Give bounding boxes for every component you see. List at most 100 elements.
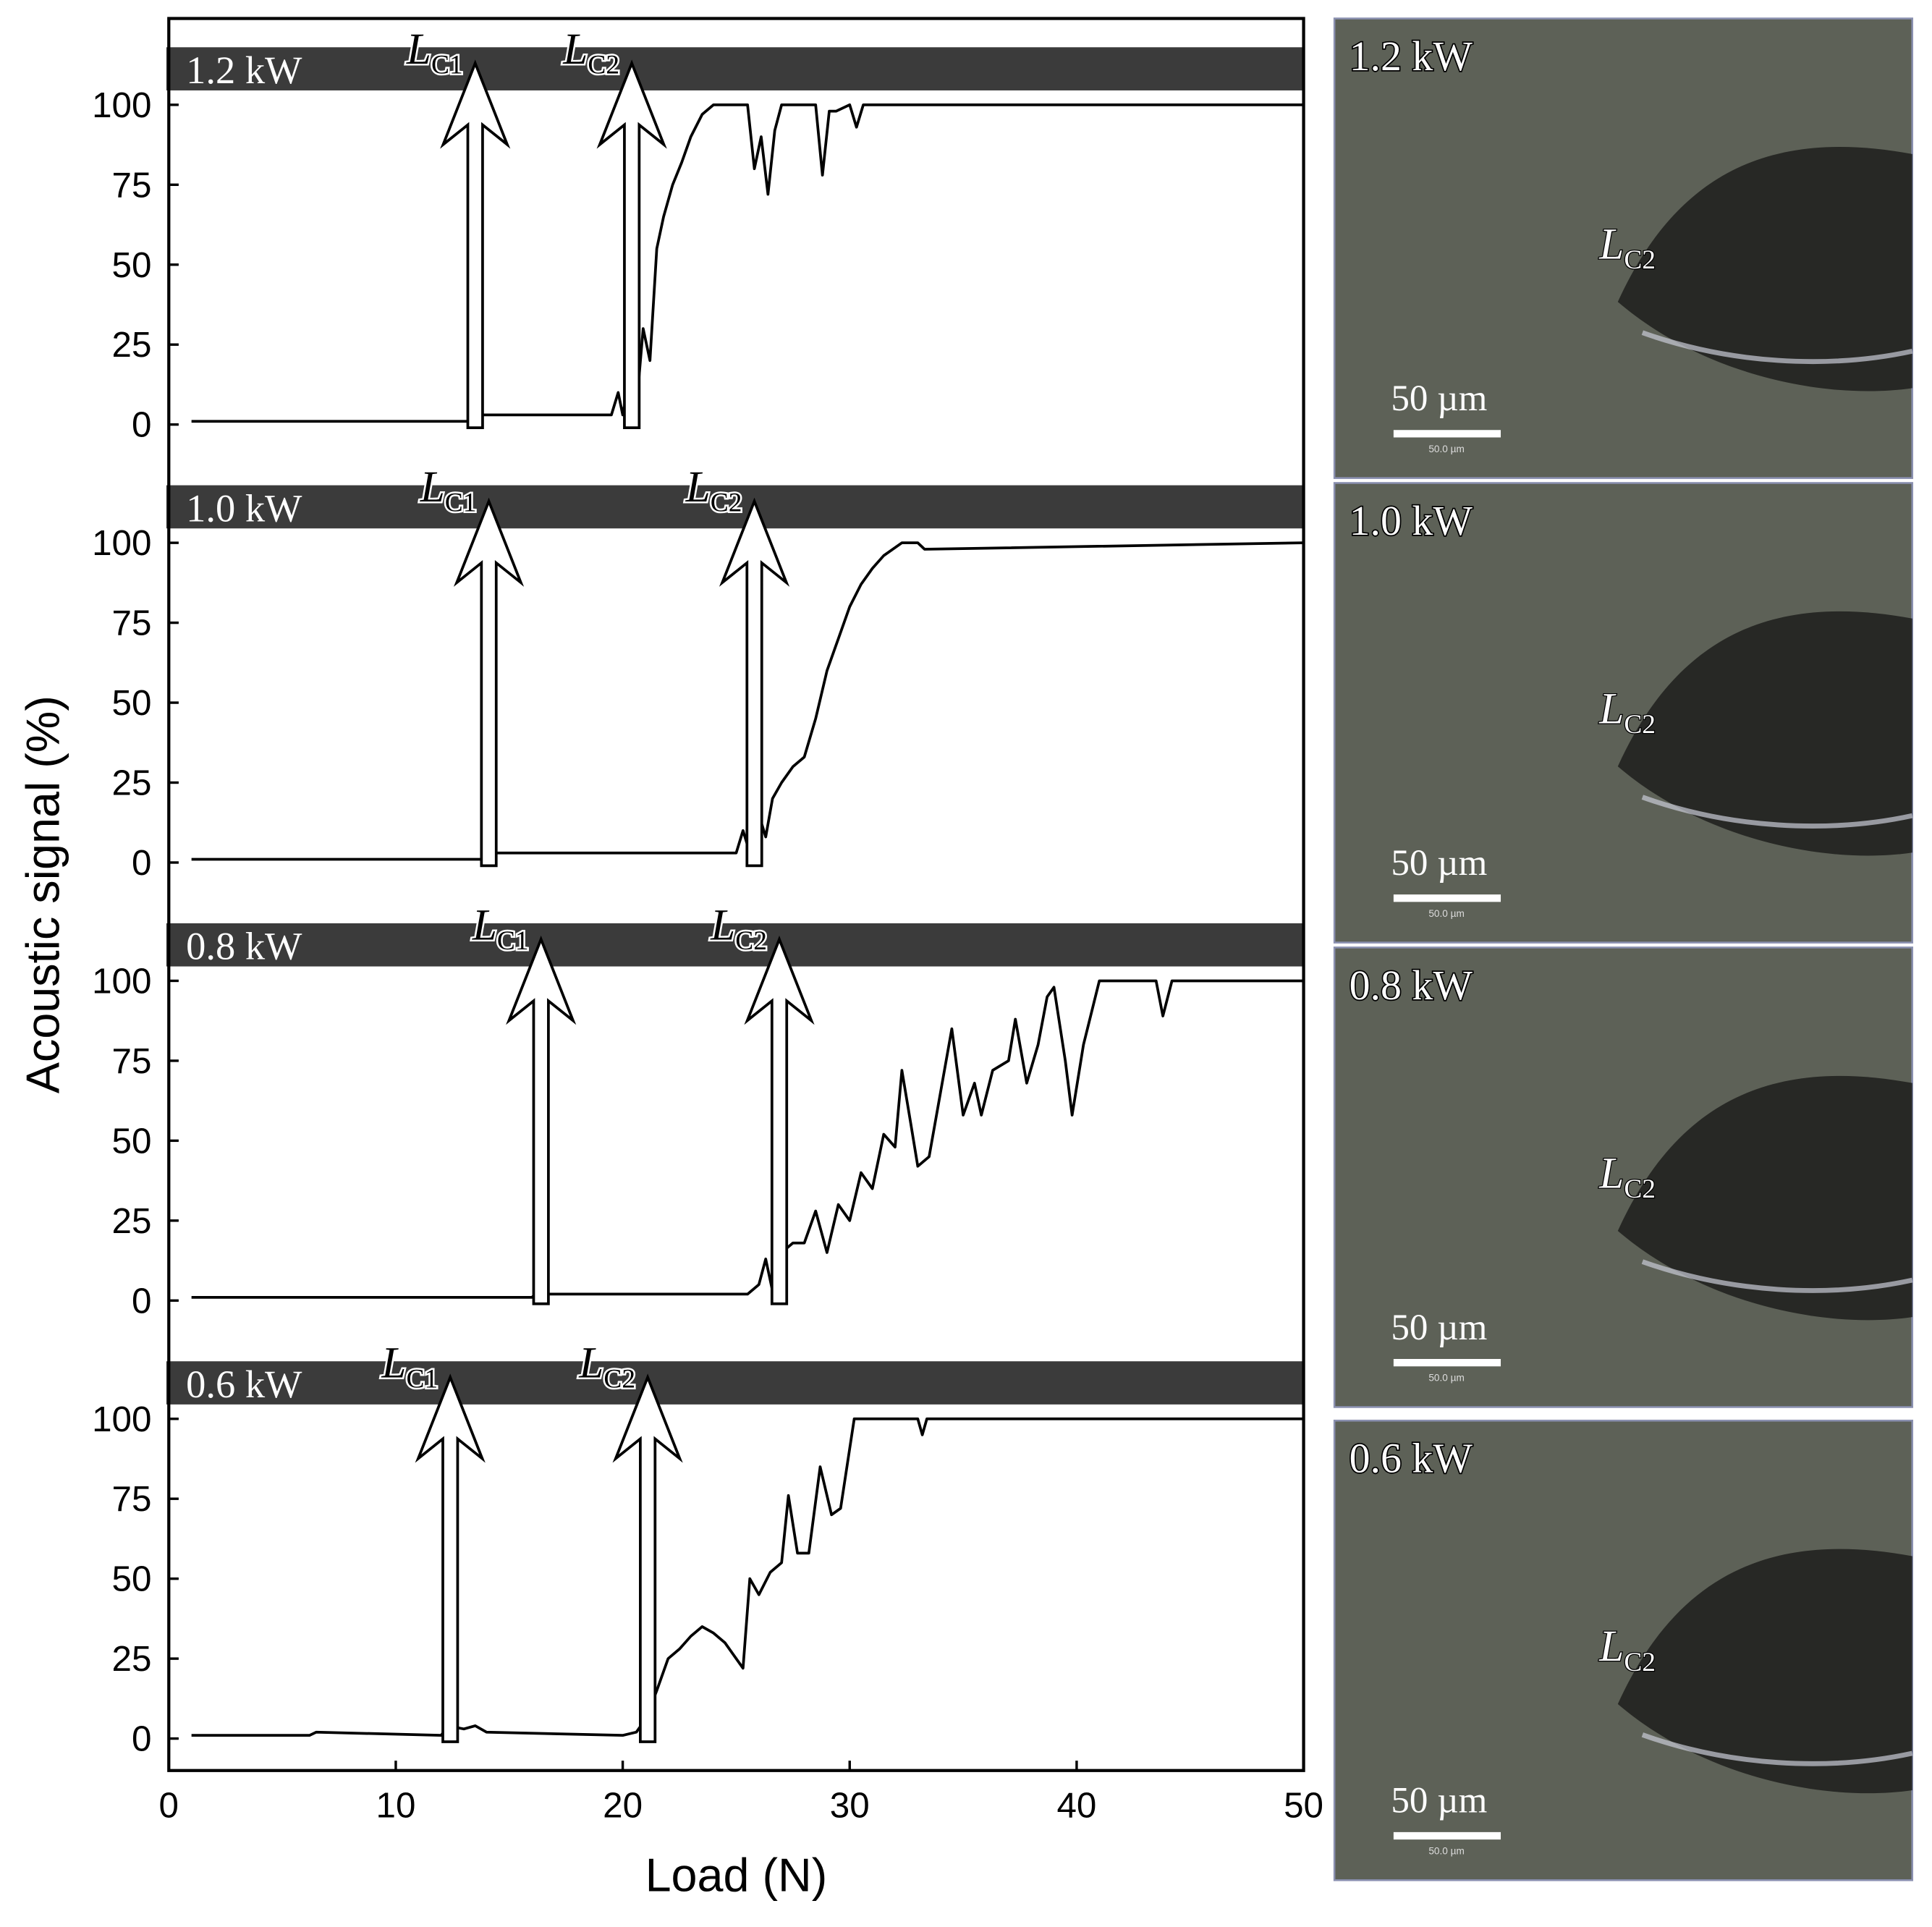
scratch-edge bbox=[1641, 330, 1913, 364]
label-main: L bbox=[578, 1339, 603, 1388]
label-subscript: C1 bbox=[431, 50, 463, 80]
y-tick-label: 100 bbox=[92, 1399, 151, 1439]
label-main: L bbox=[1598, 1148, 1624, 1198]
scale-bar-label: 50 µm bbox=[1391, 1780, 1487, 1821]
micrograph-marker: LC2 bbox=[1598, 220, 1656, 276]
critical-load-label: LC2 bbox=[685, 462, 742, 518]
label-subscript: C2 bbox=[588, 50, 619, 80]
x-tick-label: 30 bbox=[830, 1785, 870, 1825]
y-tick-label: 75 bbox=[112, 603, 152, 643]
critical-load-arrow bbox=[744, 935, 815, 1305]
scratch-edge bbox=[1641, 795, 1913, 829]
x-tick-label: 50 bbox=[1284, 1785, 1323, 1825]
scale-bar-label: 50 µm bbox=[1391, 1307, 1487, 1348]
scratch-damage bbox=[1617, 146, 1912, 391]
scale-bar-label: 50 µm bbox=[1391, 378, 1487, 419]
label-main: L bbox=[710, 900, 735, 949]
signal-line bbox=[191, 541, 1304, 861]
label-main: L bbox=[685, 462, 711, 512]
label-main: L bbox=[472, 900, 497, 949]
critical-load-label: LC2 bbox=[578, 1339, 635, 1394]
label-subscript: C1 bbox=[497, 926, 529, 956]
scratch-edge bbox=[1641, 1732, 1913, 1766]
scratch-track bbox=[166, 1361, 1304, 1405]
x-axis-label: Load (N) bbox=[645, 1849, 828, 1902]
y-tick-label: 0 bbox=[132, 843, 151, 883]
panel-label: 0.8 kW bbox=[186, 924, 302, 968]
y-axis-label: Acoustic signal (%) bbox=[17, 695, 69, 1093]
plot-frame bbox=[167, 17, 1305, 1772]
critical-load-arrow bbox=[453, 497, 525, 868]
y-tick-label: 0 bbox=[132, 1719, 151, 1759]
micrograph-label: 1.0 kW bbox=[1350, 497, 1473, 544]
y-tick-label: 50 bbox=[112, 683, 152, 723]
critical-load-label: LC2 bbox=[562, 25, 619, 80]
label-main: L bbox=[420, 462, 445, 512]
y-tick-label: 0 bbox=[132, 405, 151, 445]
y-tick-label: 75 bbox=[112, 165, 152, 205]
critical-load-arrow bbox=[719, 497, 790, 868]
x-tick-label: 40 bbox=[1056, 1785, 1096, 1825]
label-subscript: C2 bbox=[1624, 1174, 1656, 1204]
scratch-track bbox=[166, 47, 1304, 90]
x-tick-label: 20 bbox=[603, 1785, 643, 1825]
micrograph-label: 0.8 kW bbox=[1350, 962, 1473, 1009]
critical-load-label: LC1 bbox=[472, 900, 529, 956]
y-tick-label: 25 bbox=[112, 1639, 152, 1679]
label-main: L bbox=[1598, 220, 1624, 269]
scale-bar-small: 50.0 µm bbox=[1428, 908, 1464, 919]
critical-load-label: LC1 bbox=[381, 1339, 438, 1394]
scratch-damage bbox=[1617, 1075, 1912, 1321]
critical-load-arrow bbox=[440, 59, 511, 429]
scratch-track bbox=[166, 923, 1304, 967]
y-tick-label: 25 bbox=[112, 1201, 152, 1241]
panel-label: 0.6 kW bbox=[186, 1362, 302, 1406]
label-subscript: C2 bbox=[1624, 710, 1656, 740]
x-tick-label: 0 bbox=[159, 1785, 179, 1825]
micrograph-label: 0.6 kW bbox=[1350, 1435, 1473, 1482]
label-subscript: C1 bbox=[445, 488, 477, 518]
label-main: L bbox=[381, 1339, 406, 1388]
label-subscript: C2 bbox=[711, 488, 742, 518]
label-subscript: C1 bbox=[406, 1364, 438, 1394]
label-subscript: C2 bbox=[1624, 245, 1656, 275]
y-tick-label: 100 bbox=[92, 961, 151, 1001]
scratch-edge bbox=[1641, 1259, 1913, 1293]
micrograph: 1.2 kW LC2 50 µm 50.0 µm bbox=[1333, 17, 1914, 479]
label-subscript: C2 bbox=[603, 1364, 635, 1394]
scale-bar-small: 50.0 µm bbox=[1428, 1373, 1464, 1384]
micrograph: 0.8 kW LC2 50 µm 50.0 µm bbox=[1333, 946, 1914, 1408]
micrograph-marker: LC2 bbox=[1598, 1622, 1656, 1677]
signal-line bbox=[191, 1417, 1304, 1737]
y-tick-label: 50 bbox=[112, 1559, 152, 1599]
label-main: L bbox=[1598, 684, 1624, 733]
scale-bar-label: 50 µm bbox=[1391, 842, 1487, 884]
signal-line bbox=[191, 103, 1304, 423]
y-tick-label: 50 bbox=[112, 1121, 152, 1161]
label-main: L bbox=[562, 25, 588, 74]
critical-load-label: LC1 bbox=[420, 462, 477, 518]
micrograph-marker: LC2 bbox=[1598, 684, 1656, 740]
critical-load-arrow bbox=[506, 935, 577, 1305]
label-main: L bbox=[1598, 1622, 1624, 1671]
micrograph: 0.6 kW LC2 50 µm 50.0 µm bbox=[1333, 1419, 1914, 1881]
y-tick-label: 25 bbox=[112, 325, 152, 365]
scratch-damage bbox=[1617, 1549, 1912, 1794]
scratch-damage bbox=[1617, 611, 1912, 856]
critical-load-arrow bbox=[612, 1373, 683, 1743]
scratch-track bbox=[166, 485, 1304, 529]
micrograph-label: 1.2 kW bbox=[1350, 33, 1473, 80]
x-tick-label: 10 bbox=[376, 1785, 415, 1825]
panel-label: 1.2 kW bbox=[186, 48, 302, 92]
y-tick-label: 25 bbox=[112, 763, 152, 803]
micrograph: 1.0 kW LC2 50 µm 50.0 µm bbox=[1333, 482, 1914, 944]
critical-load-arrow bbox=[596, 59, 667, 429]
panel-label: 1.0 kW bbox=[186, 486, 302, 530]
y-tick-label: 50 bbox=[112, 245, 152, 285]
critical-load-arrow bbox=[415, 1373, 486, 1743]
label-subscript: C2 bbox=[735, 926, 767, 956]
y-tick-label: 75 bbox=[112, 1479, 152, 1519]
y-tick-label: 0 bbox=[132, 1281, 151, 1321]
y-tick-label: 75 bbox=[112, 1041, 152, 1081]
